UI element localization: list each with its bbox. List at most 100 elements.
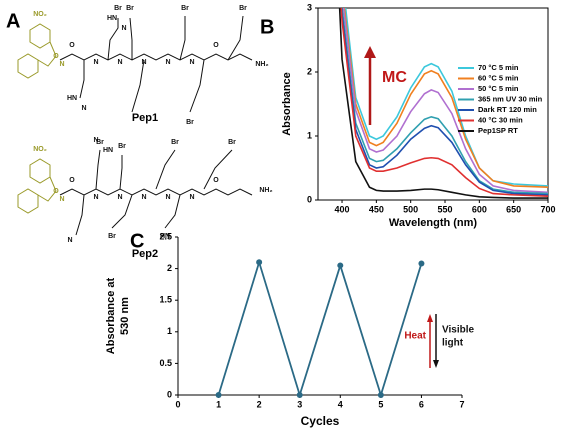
atom-label: HN <box>67 95 77 102</box>
legend-label: Dark RT 120 min <box>478 105 537 114</box>
x-tick-label: 3 <box>297 399 302 409</box>
y-tick-label: 0 <box>307 194 312 204</box>
series-line <box>217 259 423 399</box>
atom-label: Br <box>171 139 179 146</box>
atom-label: N <box>141 194 146 201</box>
atom-label: NH₂ <box>255 61 268 68</box>
x-tick-label: 1 <box>216 399 221 409</box>
annotation: light <box>442 338 464 349</box>
atom-label: N <box>93 137 98 144</box>
legend-label: 70 °C 5 min <box>478 63 519 72</box>
y-tick-label: 0 <box>167 389 172 399</box>
legend-label: 40 °C 30 min <box>478 115 523 124</box>
y-tick-label: 1 <box>167 326 172 336</box>
series-line <box>338 8 548 199</box>
atom-label: HN <box>103 147 113 154</box>
atom-label: NO₂ <box>33 146 47 153</box>
legend-label: 60 °C 5 min <box>478 73 519 82</box>
atom-label: N <box>81 105 86 112</box>
x-tick-label: 6 <box>419 399 424 409</box>
atom-label: Br <box>181 5 189 12</box>
arrow-head <box>427 314 433 322</box>
y-tick-label: 3 <box>307 2 312 12</box>
panel-label: C <box>130 230 144 252</box>
atom-label: O <box>53 188 59 195</box>
atom-label: O <box>69 42 75 49</box>
legend-label: 50 °C 5 min <box>478 84 519 93</box>
atom-label: Br <box>228 139 236 146</box>
x-tick-label: 650 <box>506 204 521 214</box>
x-tick-label: 600 <box>472 204 487 214</box>
x-tick-label: 5 <box>378 399 383 409</box>
x-tick-label: 700 <box>540 204 555 214</box>
x-tick-label: 4 <box>338 399 343 409</box>
point <box>337 262 344 269</box>
atom-label: NO₂ <box>33 11 47 18</box>
y-tick-label: 0.5 <box>159 358 172 368</box>
atom-label: Br <box>108 233 116 240</box>
compound-name: Pep2 <box>132 248 158 260</box>
arrow-head <box>433 360 439 368</box>
series-line <box>341 8 548 195</box>
atom-label: N <box>117 59 122 66</box>
legend-label: Pep1SP RT <box>478 126 518 135</box>
series-line <box>342 8 548 194</box>
series-line <box>340 8 548 197</box>
series-line <box>340 8 548 196</box>
atom-label: N <box>189 194 194 201</box>
annotation: Visible <box>442 325 474 336</box>
atom-label: HN <box>107 15 117 22</box>
y-axis-label-line: 530 nm <box>119 297 131 335</box>
atom-label: N <box>165 194 170 201</box>
y-tick-label: 1 <box>307 130 312 140</box>
annotation: MC <box>382 69 407 86</box>
panel-label: B <box>260 16 274 38</box>
plot-area <box>338 8 548 199</box>
y-tick-label: 2 <box>307 66 312 76</box>
series-line <box>343 8 548 188</box>
y-axis-label-line: Absorbance at <box>105 277 117 354</box>
x-tick-label: 500 <box>403 204 418 214</box>
atom-label: Br <box>96 139 104 146</box>
x-tick-label: 400 <box>335 204 350 214</box>
y-tick-label: 1.5 <box>159 295 172 305</box>
legend-label: 365 nm UV 30 min <box>478 94 543 103</box>
y-axis-label: Absorbance <box>281 72 293 136</box>
x-tick-label: 450 <box>369 204 384 214</box>
point <box>256 259 263 266</box>
atom-label: Br <box>126 5 134 12</box>
structure-pep1 <box>17 15 253 113</box>
atom-label: N <box>59 61 64 68</box>
atom-label: O <box>213 177 219 184</box>
atom-label: N <box>141 59 146 66</box>
atom-label: Br <box>186 119 194 126</box>
atom-label: Br <box>114 5 122 12</box>
x-tick-label: 550 <box>437 204 452 214</box>
atom-label: N <box>121 25 126 32</box>
y-axis-label: Absorbance at 530 nm <box>105 277 131 354</box>
point <box>215 392 222 398</box>
atom-label: HN <box>160 233 170 240</box>
compound-name: Pep1 <box>132 112 158 124</box>
x-tick-label: 0 <box>175 399 180 409</box>
point <box>418 260 425 267</box>
annotation: Heat <box>404 331 426 342</box>
x-axis-label: Cycles <box>301 414 340 428</box>
x-axis-label: Wavelength (nm) <box>389 217 478 229</box>
panel-label: A <box>6 10 20 32</box>
atom-label: NH₂ <box>259 187 272 194</box>
plot-frame <box>317 7 549 201</box>
atom-label: O <box>69 177 75 184</box>
atom-label: N <box>59 196 64 203</box>
y-tick-label: 2.5 <box>159 231 172 241</box>
atom-label: N <box>93 59 98 66</box>
atom-label: O <box>53 53 59 60</box>
y-tick-label: 2 <box>167 263 172 273</box>
atom-label: N <box>117 194 122 201</box>
structure-pep2 <box>17 149 253 236</box>
atom-label: N <box>93 194 98 201</box>
atom-label: N <box>67 237 72 244</box>
atom-label: Br <box>239 5 247 12</box>
